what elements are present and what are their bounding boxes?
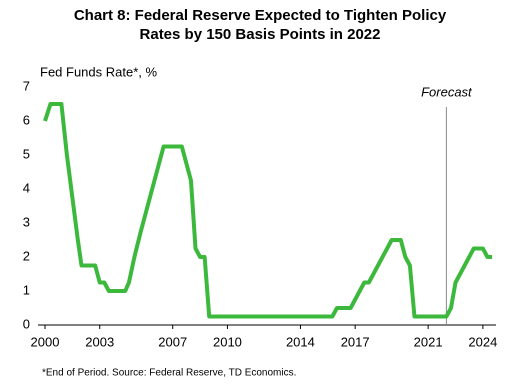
y-axis-label: Fed Funds Rate*, % xyxy=(40,64,157,79)
footnote: *End of Period. Source: Federal Reserve,… xyxy=(42,368,296,379)
x-tick-label: 2021 xyxy=(414,334,443,349)
y-tick-label: 3 xyxy=(23,214,30,229)
x-tick-label: 2014 xyxy=(286,334,315,349)
y-tick-label: 2 xyxy=(23,248,30,263)
chart-title: Chart 8: Federal Reserve Expected to Tig… xyxy=(73,7,447,43)
line xyxy=(43,102,492,319)
y-tick-label: 5 xyxy=(23,146,30,161)
x-tick-label: 2024 xyxy=(468,334,497,349)
x-tick-label: 2017 xyxy=(341,334,370,349)
y-tick-label: 6 xyxy=(23,112,30,127)
x-tick-label: 2010 xyxy=(213,334,242,349)
x-tick-label: 2000 xyxy=(31,334,60,349)
y-tick-label: 1 xyxy=(23,282,30,297)
x-tick-label: 2003 xyxy=(85,334,114,349)
y-tick-label: 0 xyxy=(23,316,30,331)
x-tick-label: 2007 xyxy=(158,334,187,349)
y-tick-label: 7 xyxy=(23,78,30,93)
forecast-label: Forecast xyxy=(421,84,473,99)
y-tick-label: 4 xyxy=(23,180,30,195)
